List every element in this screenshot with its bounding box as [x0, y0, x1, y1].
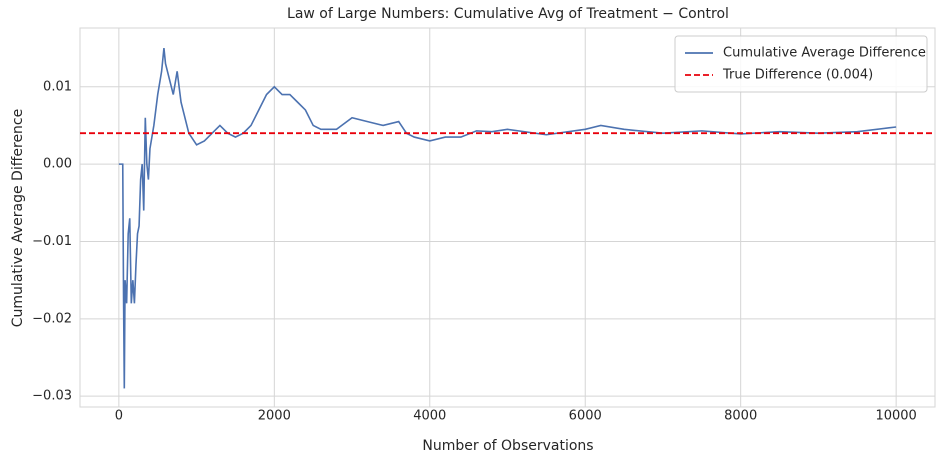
x-tick-label: 10000 — [875, 409, 916, 424]
legend-label: Cumulative Average Difference — [723, 46, 926, 61]
y-tick-label: 0.00 — [43, 157, 72, 172]
y-tick-label: −0.02 — [32, 311, 72, 326]
y-tick-label: −0.01 — [32, 234, 72, 249]
plot-frame — [79, 27, 936, 408]
y-tick-label: 0.01 — [43, 79, 72, 94]
x-tick-label: 2000 — [258, 409, 291, 424]
x-axis-label: Number of Observations — [422, 438, 593, 454]
x-tick-label: 4000 — [413, 409, 446, 424]
legend-box — [674, 35, 928, 93]
x-tick-label: 8000 — [724, 409, 757, 424]
chart-title: Law of Large Numbers: Cumulative Avg of … — [287, 6, 729, 22]
y-axis-label: Cumulative Average Difference — [10, 109, 26, 327]
legend-label: True Difference (0.004) — [722, 68, 873, 83]
x-tick-label: 0 — [115, 409, 123, 424]
y-tick-label: −0.03 — [32, 389, 72, 404]
x-tick-label: 6000 — [569, 409, 602, 424]
data-line — [118, 48, 897, 389]
